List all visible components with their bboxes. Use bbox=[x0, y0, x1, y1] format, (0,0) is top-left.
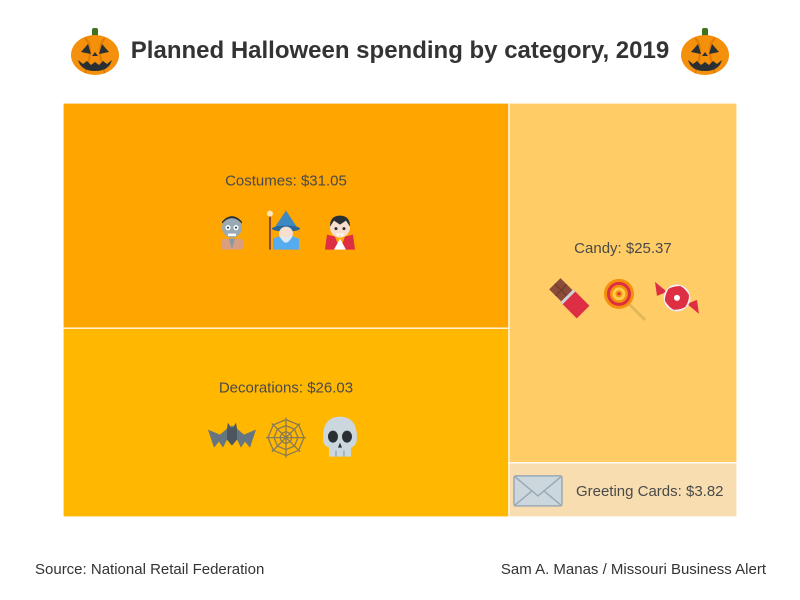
lollipop-icon bbox=[603, 278, 647, 321]
credit-note: Sam A. Manas / Missouri Business Alert bbox=[500, 561, 766, 578]
tile-label-decorations: Decorations: $26.03 bbox=[219, 380, 353, 397]
envelope-icon bbox=[513, 475, 563, 507]
skull-icon bbox=[322, 416, 357, 457]
jack-o-lantern-icon bbox=[681, 28, 730, 75]
candy-icon bbox=[654, 281, 699, 314]
zombie-icon bbox=[220, 216, 243, 250]
wizard-icon bbox=[266, 210, 300, 250]
tile-label-candy: Candy: $25.37 bbox=[574, 240, 672, 257]
spider-web-icon bbox=[265, 417, 306, 458]
chocolate-bar-icon bbox=[549, 278, 590, 319]
tile-label-costumes: Costumes: $31.05 bbox=[225, 173, 347, 190]
vampire-icon bbox=[324, 215, 355, 250]
bat-icon bbox=[207, 422, 256, 448]
tile-label-greeting-cards: Greeting Cards: $3.82 bbox=[576, 483, 724, 500]
chart-title-row: Planned Halloween spending by category, … bbox=[0, 22, 800, 80]
jack-o-lantern-icon bbox=[70, 28, 119, 75]
chart-title: Planned Halloween spending by category, … bbox=[130, 37, 670, 64]
source-note: Source: National Retail Federation bbox=[35, 561, 265, 578]
